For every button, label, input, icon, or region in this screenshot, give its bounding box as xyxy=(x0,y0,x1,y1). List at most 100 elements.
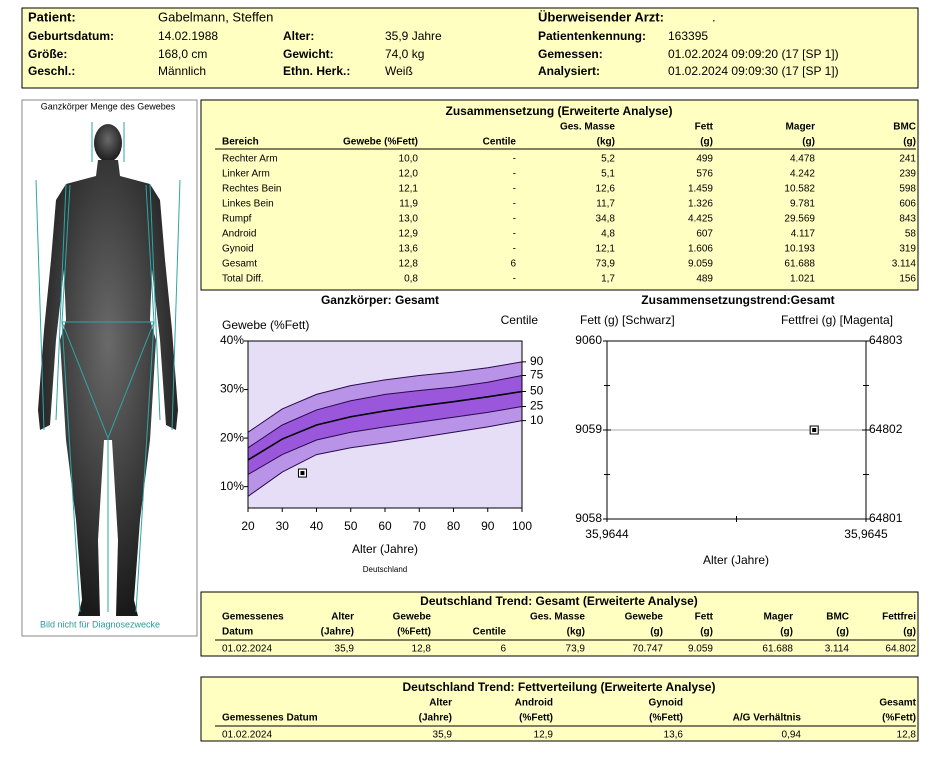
x-tick-label: 70 xyxy=(413,519,427,533)
table-cell: 10.193 xyxy=(784,244,815,255)
column-header: Mager xyxy=(786,122,816,133)
field-label: Gewicht: xyxy=(283,47,334,61)
table-cell: 12,8 xyxy=(897,730,917,741)
table-cell: Gesamt xyxy=(222,259,257,270)
table-cell: 843 xyxy=(899,214,916,225)
centile-label: 75 xyxy=(530,368,544,382)
column-header: Alter xyxy=(429,698,452,709)
x-tick-label: 35,9644 xyxy=(585,527,629,541)
trend-box xyxy=(200,591,919,657)
table-cell: 9.059 xyxy=(688,259,713,270)
centile-line xyxy=(247,390,523,461)
column-header: (%Fett) xyxy=(882,713,916,724)
column-header: Gynoid xyxy=(649,698,683,709)
column-header: (g) xyxy=(650,627,663,638)
centile-band xyxy=(248,375,522,475)
column-header: (g) xyxy=(903,137,916,148)
y-tick-label: 9059 xyxy=(575,422,602,436)
body-scan xyxy=(35,122,181,616)
column-header: Ges. Masse xyxy=(530,612,585,623)
patient-dot xyxy=(300,471,305,476)
y2-tick-label: 64802 xyxy=(869,422,903,436)
y-tick-label: 10% xyxy=(220,479,244,493)
table-cell: 0,8 xyxy=(404,274,418,285)
column-header: Gemessenes Datum xyxy=(222,713,318,724)
table-cell: 3.114 xyxy=(892,259,917,270)
y-axis-label: Fett (g) [Schwarz] xyxy=(580,313,675,327)
centile-line xyxy=(247,361,523,433)
centile-label: 10 xyxy=(530,413,544,427)
field-value: 163395 xyxy=(668,29,708,43)
field-label: Gemessen: xyxy=(538,47,603,61)
y-tick-label: 9058 xyxy=(575,511,602,525)
table-cell: Gynoid xyxy=(222,244,254,255)
table-cell: 4.117 xyxy=(791,229,816,240)
column-header: Gewebe (%Fett) xyxy=(343,137,418,148)
table-cell: Total Diff. xyxy=(222,274,264,285)
table-cell: 9.781 xyxy=(790,199,815,210)
table-cell: - xyxy=(513,214,516,225)
column-header: (Jahre) xyxy=(419,713,452,724)
column-header: (g) xyxy=(836,627,849,638)
centile-label: 25 xyxy=(530,399,544,413)
table-title: Deutschland Trend: Gesamt (Erweiterte An… xyxy=(420,594,698,608)
column-header: (g) xyxy=(700,627,713,638)
x-tick-label: 35,9645 xyxy=(844,527,888,541)
table-cell: 12,6 xyxy=(596,184,616,195)
table-cell: 01.02.2024 xyxy=(222,644,272,655)
table-cell: 73,9 xyxy=(566,644,586,655)
table-cell: - xyxy=(513,274,516,285)
chart-title: Zusammensetzungstrend:Gesamt xyxy=(641,293,834,307)
column-header: Fett xyxy=(695,612,714,623)
table-cell: 70.747 xyxy=(632,644,663,655)
column-header: Fett xyxy=(695,122,714,133)
x-axis-label: Alter (Jahre) xyxy=(703,553,769,567)
table-cell: 12,9 xyxy=(399,229,419,240)
table-cell: 5,1 xyxy=(601,169,615,180)
field-value: . xyxy=(712,9,716,24)
table-cell: 61.688 xyxy=(784,259,815,270)
table-cell: 13,6 xyxy=(399,244,419,255)
table-cell: 607 xyxy=(696,229,713,240)
field-label: Patientenkennung: xyxy=(538,29,646,43)
table-cell: - xyxy=(513,184,516,195)
column-header: (kg) xyxy=(597,137,615,148)
table-cell: Rumpf xyxy=(222,214,252,225)
centile-line xyxy=(247,420,523,497)
table-cell: 35,9 xyxy=(335,644,355,655)
table-cell: 499 xyxy=(696,154,713,165)
y2-axis-label: Centile xyxy=(501,313,539,327)
column-header: (Jahre) xyxy=(321,627,354,638)
column-header: Gewebe xyxy=(625,612,664,623)
x-axis-label: Alter (Jahre) xyxy=(352,542,418,556)
image-title: Ganzkörper Menge des Gewebes xyxy=(41,101,176,111)
table-cell: 10.582 xyxy=(784,184,815,195)
y-tick-label: 20% xyxy=(220,430,244,444)
table-cell: 241 xyxy=(899,154,916,165)
header-box xyxy=(21,7,919,89)
table-cell: 12,0 xyxy=(399,169,419,180)
table-cell: 64.802 xyxy=(885,644,916,655)
table-cell: 12,9 xyxy=(534,730,554,741)
table-cell: 576 xyxy=(696,169,713,180)
field-value: 35,9 Jahre xyxy=(385,29,442,43)
table-cell: 1.326 xyxy=(688,199,713,210)
table-cell: 01.02.2024 xyxy=(222,730,272,741)
table-cell: 1.021 xyxy=(790,274,815,285)
table-cell: 12,1 xyxy=(596,244,616,255)
column-header: Gesamt xyxy=(879,698,916,709)
column-header: Datum xyxy=(222,627,253,638)
table-cell: 1,7 xyxy=(601,274,615,285)
column-header: Gewebe xyxy=(393,612,432,623)
column-header: (g) xyxy=(903,627,916,638)
table-cell: 606 xyxy=(899,199,916,210)
column-header: (g) xyxy=(780,627,793,638)
field-value: 168,0 cm xyxy=(158,47,207,61)
centile-line xyxy=(247,406,523,475)
table-cell: 73,9 xyxy=(596,259,616,270)
table-cell: 13,6 xyxy=(664,730,684,741)
field-value: Männlich xyxy=(158,64,206,78)
column-header: Centile xyxy=(483,137,517,148)
table-cell: 35,9 xyxy=(433,730,453,741)
table-cell: 6 xyxy=(500,644,506,655)
